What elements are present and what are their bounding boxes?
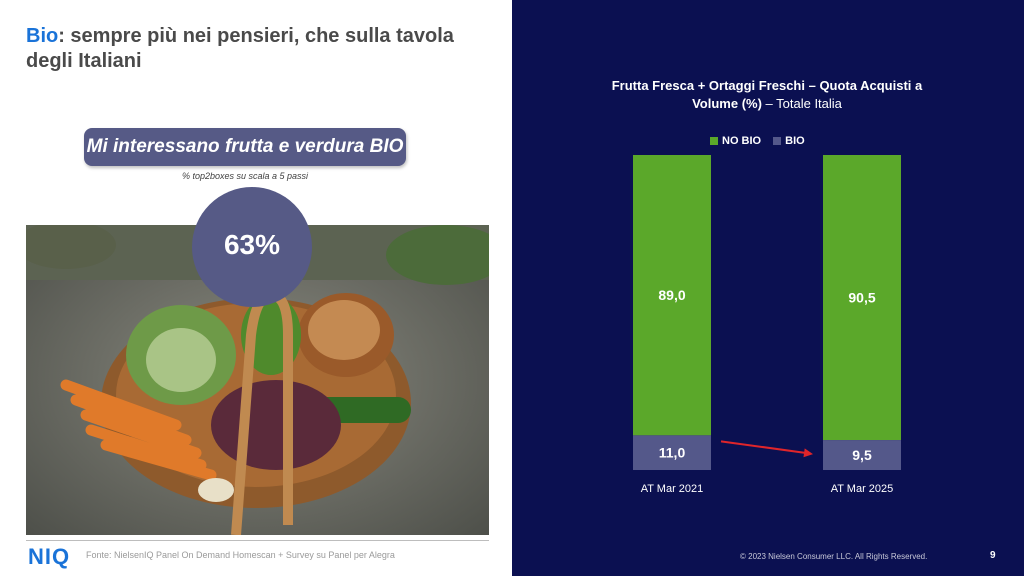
legend-label-no-bio: NO BIO — [722, 135, 762, 147]
pill-subtitle: % top2boxes su scala a 5 passi — [181, 171, 309, 181]
legend-label-bio: BIO — [785, 135, 805, 147]
stacked-bar-chart: 89,0 11,0 AT Mar 2021 90,5 9,5 AT Mar 2025 — [633, 155, 901, 495]
legend-swatch-bio — [773, 137, 782, 145]
bar-no-bio-2 — [823, 155, 901, 441]
title-accent: Bio — [26, 25, 59, 47]
basket-photo — [26, 225, 489, 535]
left-panel: Bio: sempre più nei pensieri, che sulla … — [26, 24, 496, 569]
bar-bio-1 — [633, 435, 711, 470]
title-rest: : sempre più nei pensieri, che sulla tav… — [26, 25, 454, 72]
legend-item-no-bio: NO BIO — [710, 135, 761, 147]
niq-logo: NIQ — [28, 544, 71, 569]
slide-title: Bio: sempre più nei pensieri, che sulla … — [26, 24, 496, 74]
chart-legend: NO BIO BIO — [710, 134, 817, 148]
legend-item-bio: BIO — [773, 135, 805, 147]
bar-bio-2 — [823, 440, 901, 470]
trend-arrow-line — [720, 440, 808, 455]
chart-title: Frutta Fresca + Ortaggi Freschi – Quota … — [592, 77, 942, 113]
percentage-value: 63% — [223, 229, 281, 260]
label-no-bio-1: 89,0 — [658, 287, 685, 303]
bar-no-bio-1 — [633, 155, 711, 436]
label-bio-1: 11,0 — [659, 445, 686, 461]
chart-title-rest: – Totale Italia — [761, 96, 842, 111]
category-label-1: AT Mar 2021 — [641, 483, 704, 495]
legend-swatch-no-bio — [710, 137, 718, 145]
source-note: Fonte: NielsenIQ Panel On Demand Homesca… — [86, 550, 395, 560]
page-number: 9 — [990, 550, 996, 561]
footer-divider — [26, 540, 489, 541]
trend-arrow-head — [803, 448, 813, 458]
interest-pill: Mi interessano frutta e verdura BIO — [84, 128, 406, 166]
right-panel: Frutta Fresca + Ortaggi Freschi – Quota … — [512, 0, 1024, 576]
label-no-bio-2: 90,5 — [848, 290, 875, 306]
label-bio-2: 9,5 — [852, 447, 872, 463]
percentage-circle: 63% — [192, 187, 312, 307]
category-label-2: AT Mar 2025 — [831, 483, 894, 495]
copyright: © 2023 Nielsen Consumer LLC. All Rights … — [740, 552, 928, 561]
chart-title-bold: Frutta Fresca + Ortaggi Freschi – Quota … — [611, 78, 923, 111]
